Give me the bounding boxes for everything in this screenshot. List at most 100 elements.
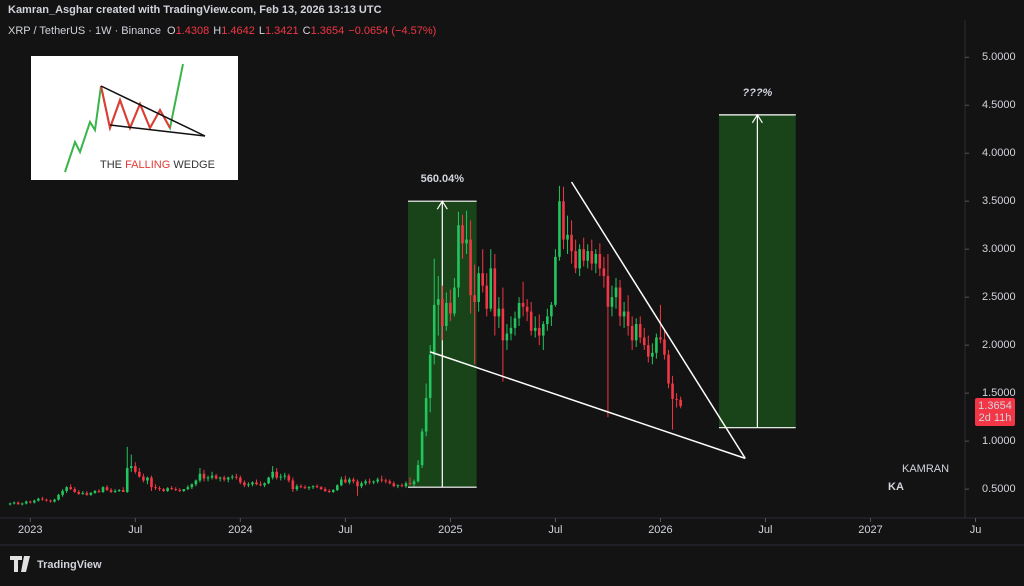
- candle-body: [186, 487, 190, 490]
- candle-body: [239, 477, 242, 483]
- y-tick-label: 3.5000: [982, 195, 1016, 207]
- y-tick-label: 1.0000: [982, 435, 1016, 447]
- candle-body: [509, 327, 513, 334]
- candle-body: [647, 345, 650, 357]
- candle-body: [404, 483, 408, 487]
- candle-body: [105, 487, 109, 491]
- footer: TradingView: [10, 556, 102, 572]
- candle-body: [574, 251, 577, 269]
- ohlc-value: 1.3654: [311, 25, 345, 37]
- candle-body: [8, 503, 12, 505]
- candle-body: [449, 302, 452, 314]
- candle-body: [562, 201, 565, 240]
- candle-body: [622, 311, 626, 317]
- candle-body: [651, 352, 654, 357]
- candle-body: [344, 479, 347, 483]
- candle-body: [158, 488, 161, 490]
- candle-body: [129, 466, 133, 468]
- candle-body: [146, 477, 149, 481]
- candle-body: [121, 490, 125, 492]
- candle-body: [37, 498, 40, 501]
- candle-body: [206, 477, 210, 479]
- candle-body: [73, 489, 77, 492]
- ohlc-value: 1.4642: [221, 25, 255, 37]
- candle-body: [521, 302, 525, 307]
- candle-body: [255, 482, 258, 485]
- change: −0.0654 (−4.57%): [348, 25, 436, 37]
- candle-body: [533, 327, 537, 331]
- candle-body: [214, 475, 218, 479]
- ohlc-value: 1.3421: [265, 25, 299, 37]
- x-tick-label: 2025: [438, 524, 462, 536]
- candle-body: [335, 485, 339, 491]
- candle-body: [392, 483, 396, 487]
- y-tick-label: 1.5000: [982, 387, 1016, 399]
- candle-body: [424, 397, 428, 432]
- candle-body: [602, 268, 606, 277]
- candle-body: [675, 398, 678, 400]
- x-tick-label: Jul: [338, 524, 352, 536]
- candle-body: [101, 487, 105, 492]
- candle-body: [400, 485, 404, 487]
- candle-body: [134, 466, 137, 472]
- candle-body: [352, 479, 355, 482]
- candle-body: [142, 476, 145, 481]
- candle-body: [174, 489, 178, 491]
- candle-body: [436, 299, 440, 305]
- candle-body: [598, 253, 602, 269]
- candle-body: [642, 337, 646, 346]
- arrow-head: [751, 113, 763, 124]
- inset-word: FALLING: [125, 159, 170, 171]
- range-label: ???%: [742, 87, 772, 99]
- candle-body: [287, 475, 291, 481]
- ohlc-label: C: [303, 25, 311, 37]
- candle-body: [348, 479, 351, 483]
- inset-caption: THE FALLING WEDGE: [100, 159, 215, 171]
- candle-body: [331, 490, 335, 492]
- candle-body: [226, 477, 230, 480]
- candle-body: [315, 486, 319, 488]
- candle-body: [323, 489, 327, 492]
- logo-small: KAMRAN: [902, 463, 949, 475]
- candle-body: [311, 486, 315, 488]
- candle-body: [473, 295, 476, 302]
- candle-body: [65, 487, 68, 492]
- y-tick-label: 5.0000: [982, 51, 1016, 63]
- candle-body: [24, 501, 28, 504]
- candle-body: [546, 316, 549, 325]
- candle-body: [453, 287, 456, 314]
- inset-line: [100, 85, 206, 137]
- candle-body: [45, 499, 48, 501]
- candle-body: [457, 225, 460, 288]
- candle-body: [529, 311, 533, 331]
- candle-body: [150, 477, 153, 488]
- candle-body: [170, 488, 173, 490]
- candle-body: [295, 486, 299, 490]
- candle-body: [218, 477, 222, 479]
- candle-body: [198, 473, 202, 481]
- candle-body: [97, 491, 101, 492]
- logo: KAMRAN KA: [888, 463, 949, 493]
- candle-body: [558, 201, 561, 257]
- candle-body: [251, 482, 254, 485]
- candle-body: [638, 324, 642, 338]
- candle-body: [275, 471, 278, 478]
- candle-body: [582, 249, 585, 261]
- candle-body: [481, 273, 485, 286]
- inset-word: WEDGE: [170, 159, 215, 171]
- candle-body: [445, 302, 448, 326]
- x-tick-label: Jul: [548, 524, 562, 536]
- y-tick-label: 2.5000: [982, 291, 1016, 303]
- ohlc-label: O: [167, 25, 176, 37]
- y-tick-label: 3.0000: [982, 243, 1016, 255]
- candle-body: [505, 333, 509, 341]
- candle-body: [465, 239, 468, 244]
- candle-body: [247, 484, 250, 486]
- candle-body: [162, 489, 165, 492]
- candle-body: [594, 253, 598, 264]
- candle-body: [501, 308, 505, 341]
- candle-body: [109, 490, 113, 492]
- candle-body: [659, 337, 662, 340]
- candle-body: [279, 476, 283, 478]
- candle-body: [85, 492, 89, 495]
